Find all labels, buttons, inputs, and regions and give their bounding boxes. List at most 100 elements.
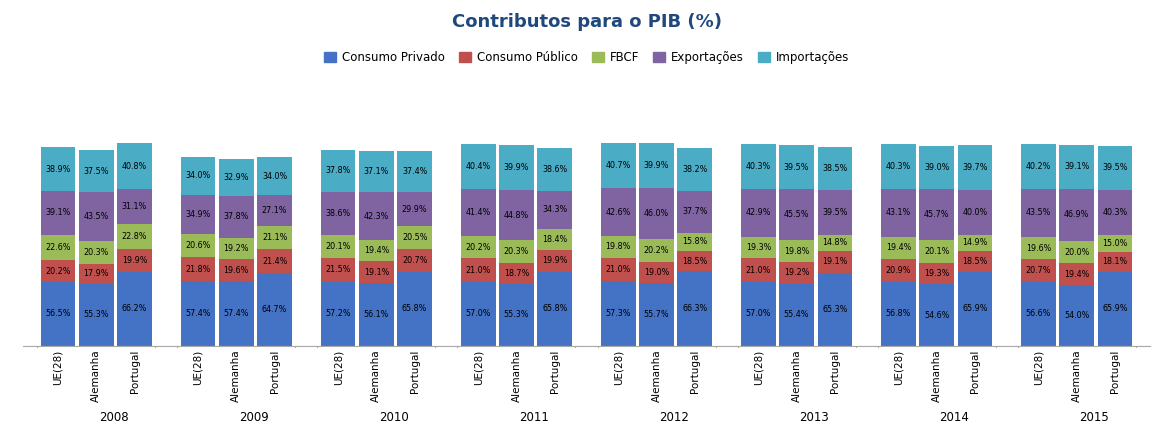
- Text: 19.4%: 19.4%: [364, 246, 389, 255]
- Bar: [779, 189, 814, 240]
- Bar: [741, 258, 775, 282]
- Bar: [398, 249, 432, 272]
- Text: 21.5%: 21.5%: [325, 265, 351, 274]
- Bar: [1098, 252, 1132, 272]
- Text: 44.8%: 44.8%: [504, 210, 529, 220]
- Text: 29.9%: 29.9%: [402, 205, 427, 214]
- Bar: [359, 283, 394, 346]
- Text: 39.1%: 39.1%: [1064, 162, 1090, 171]
- Text: 34.0%: 34.0%: [185, 171, 211, 180]
- Bar: [741, 189, 775, 237]
- Text: 2009: 2009: [239, 411, 269, 424]
- Bar: [41, 260, 75, 282]
- Text: 37.8%: 37.8%: [224, 212, 249, 222]
- Bar: [321, 257, 355, 282]
- Text: 14.8%: 14.8%: [822, 238, 847, 247]
- Text: 45.7%: 45.7%: [924, 210, 949, 219]
- Text: 32.9%: 32.9%: [224, 173, 249, 182]
- Text: 37.5%: 37.5%: [83, 167, 109, 176]
- Bar: [601, 188, 636, 236]
- Text: 19.1%: 19.1%: [822, 257, 848, 266]
- Text: 40.3%: 40.3%: [886, 162, 911, 171]
- Text: 65.8%: 65.8%: [402, 304, 427, 313]
- Bar: [639, 283, 673, 346]
- Text: 21.4%: 21.4%: [262, 257, 287, 266]
- Bar: [398, 151, 432, 192]
- Bar: [957, 234, 992, 251]
- Text: 21.1%: 21.1%: [262, 233, 287, 242]
- Bar: [920, 284, 954, 346]
- Bar: [779, 284, 814, 346]
- Text: 40.3%: 40.3%: [746, 162, 771, 171]
- Bar: [41, 191, 75, 234]
- Bar: [79, 151, 114, 192]
- Text: 31.1%: 31.1%: [122, 202, 147, 211]
- Bar: [678, 272, 712, 346]
- Bar: [117, 189, 151, 224]
- Bar: [779, 240, 814, 262]
- Text: Contributos para o PIB (%): Contributos para o PIB (%): [452, 13, 721, 31]
- Bar: [1059, 241, 1094, 264]
- Bar: [117, 272, 151, 346]
- Text: 22.8%: 22.8%: [122, 232, 148, 241]
- Text: 18.4%: 18.4%: [542, 235, 568, 244]
- Bar: [398, 226, 432, 249]
- Bar: [1098, 235, 1132, 252]
- Text: 18.5%: 18.5%: [682, 256, 707, 265]
- Text: 41.4%: 41.4%: [466, 208, 490, 217]
- Text: 65.3%: 65.3%: [822, 304, 848, 314]
- Bar: [678, 191, 712, 233]
- Text: 19.2%: 19.2%: [784, 268, 809, 277]
- Bar: [741, 282, 775, 346]
- Bar: [500, 145, 534, 190]
- Bar: [818, 272, 852, 346]
- Text: 20.3%: 20.3%: [83, 248, 109, 257]
- Bar: [1098, 272, 1132, 346]
- Text: 57.0%: 57.0%: [746, 309, 771, 318]
- Text: 66.2%: 66.2%: [122, 304, 147, 313]
- Bar: [500, 240, 534, 263]
- Bar: [359, 240, 394, 261]
- Text: 55.4%: 55.4%: [784, 310, 809, 319]
- Text: 40.2%: 40.2%: [1026, 162, 1051, 171]
- Text: 22.6%: 22.6%: [46, 243, 70, 252]
- Text: 19.4%: 19.4%: [1064, 270, 1090, 279]
- Bar: [1059, 145, 1094, 189]
- Text: 2010: 2010: [379, 411, 408, 424]
- Text: 40.3%: 40.3%: [1103, 208, 1127, 217]
- Text: 19.0%: 19.0%: [644, 268, 670, 277]
- Bar: [181, 281, 216, 346]
- Text: 20.6%: 20.6%: [185, 241, 211, 250]
- Bar: [678, 251, 712, 272]
- Text: 55.7%: 55.7%: [644, 310, 670, 319]
- Text: 21.0%: 21.0%: [605, 265, 631, 274]
- Bar: [219, 238, 253, 260]
- Text: 19.8%: 19.8%: [784, 247, 809, 256]
- Text: 39.9%: 39.9%: [644, 161, 670, 170]
- Text: 19.6%: 19.6%: [224, 266, 249, 275]
- Bar: [818, 251, 852, 272]
- Bar: [1022, 144, 1056, 189]
- Bar: [818, 235, 852, 251]
- Bar: [461, 236, 495, 258]
- Text: 18.5%: 18.5%: [962, 257, 988, 266]
- Text: 46.9%: 46.9%: [1064, 210, 1090, 219]
- Text: 19.1%: 19.1%: [364, 268, 389, 276]
- Text: 20.2%: 20.2%: [46, 267, 70, 276]
- Bar: [359, 192, 394, 240]
- Bar: [461, 258, 495, 282]
- Text: 55.3%: 55.3%: [83, 310, 109, 319]
- Bar: [461, 190, 495, 236]
- Bar: [537, 250, 572, 272]
- Bar: [957, 251, 992, 272]
- Bar: [257, 157, 292, 195]
- Text: 20.7%: 20.7%: [1025, 266, 1051, 275]
- Bar: [639, 239, 673, 262]
- Bar: [601, 236, 636, 258]
- Text: 20.2%: 20.2%: [466, 242, 491, 252]
- Text: 14.9%: 14.9%: [962, 238, 988, 247]
- Text: 20.2%: 20.2%: [644, 246, 670, 255]
- Text: 57.4%: 57.4%: [224, 309, 249, 318]
- Text: 38.6%: 38.6%: [326, 209, 351, 218]
- Bar: [741, 237, 775, 258]
